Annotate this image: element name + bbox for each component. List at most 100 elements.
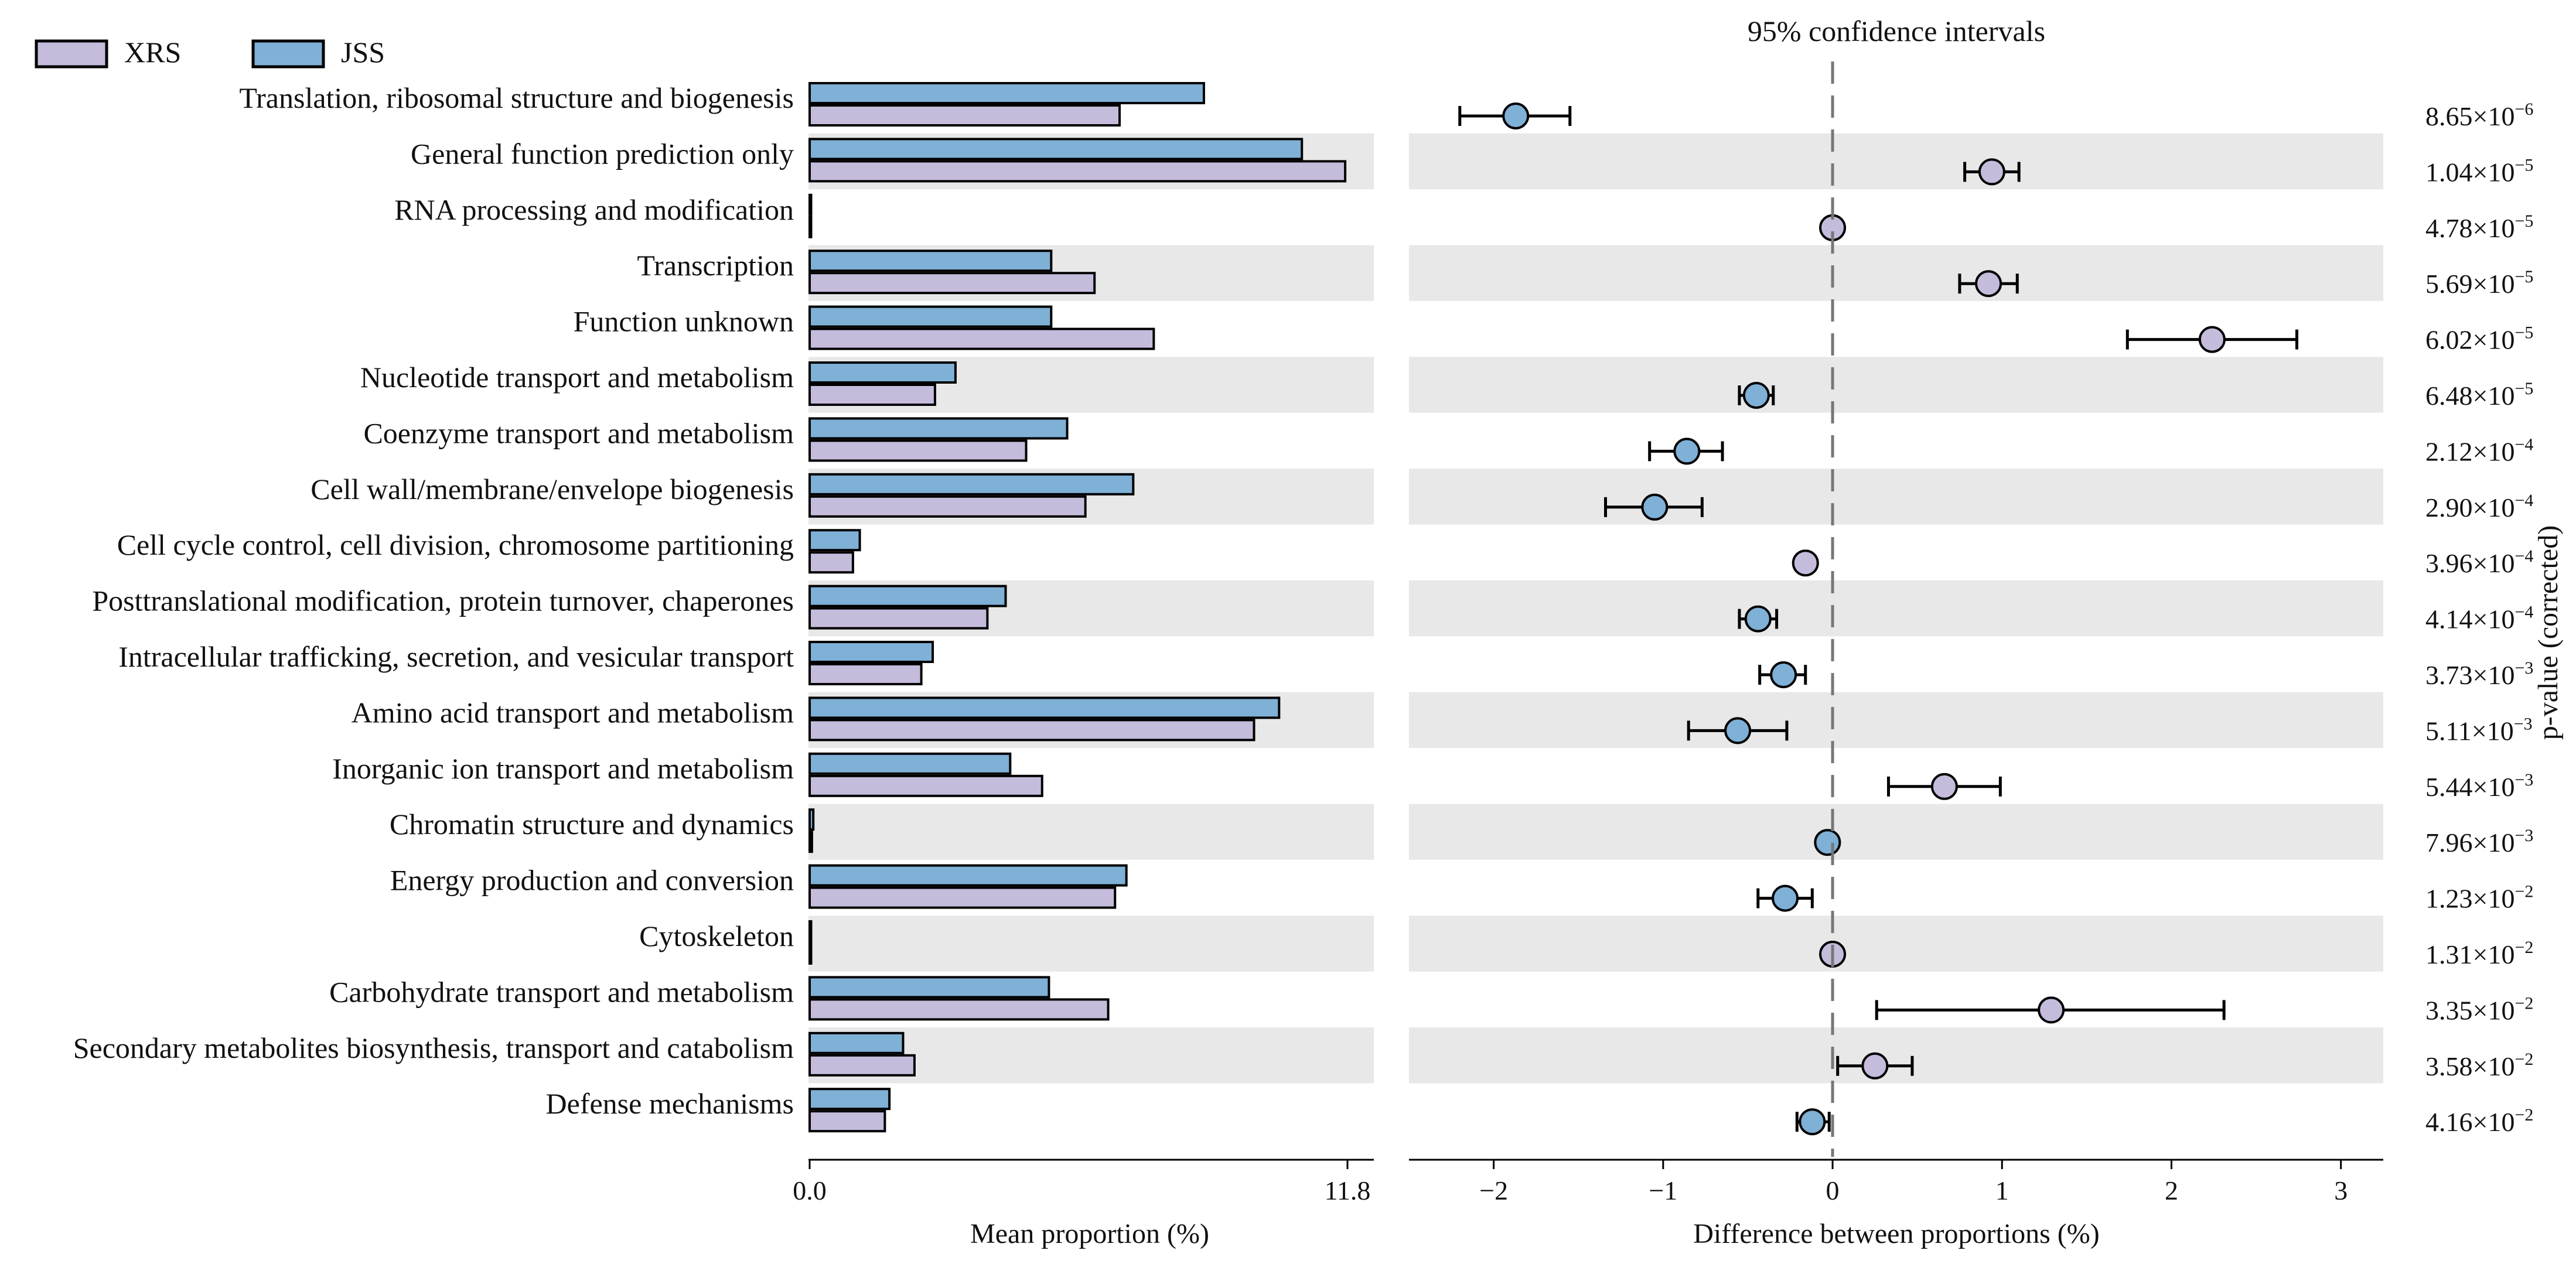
bar-jss [808,417,1069,440]
bar-xrs [808,495,1087,518]
bar-xrs [808,719,1255,742]
bar-xrs [808,1110,886,1133]
bar-xrs [808,327,1155,350]
bar-jss [808,529,861,552]
category-label: Cytoskeleton [639,920,794,952]
diff-tick-label: −1 [1649,1176,1677,1205]
row-stripe-right [1409,357,2383,413]
bar-jss [808,138,1304,160]
category-label: Carbohydrate transport and metabolism [329,975,794,1008]
p-value: 7.96×10−3 [2425,826,2533,858]
difference-point [1744,605,1772,633]
bar-jss [808,641,934,663]
category-label: Secondary metabolites biosynthesis, tran… [73,1031,794,1064]
p-value: 6.48×10−5 [2425,379,2533,411]
bar-jss [808,361,957,384]
p-value-axis-label: p-value (corrected) [2533,525,2564,740]
bar-xrs [808,831,813,853]
difference-point [1772,884,1799,912]
row-stripe-right [1409,133,2383,190]
p-value: 1.31×10−2 [2425,938,2533,969]
p-value: 8.65×10−6 [2425,100,2533,131]
row-stripe-left [808,915,1374,972]
category-label: General function prediction only [411,137,794,170]
p-value: 4.16×10−2 [2425,1105,2533,1137]
category-label: Inorganic ion transport and metabolism [332,752,794,785]
bar-xrs [808,607,989,630]
difference-point [1792,549,1819,577]
row-stripe-right [1409,245,2383,301]
difference-point [1641,493,1669,521]
bar-xrs [808,272,1096,295]
bar-panel-x-axis-title: Mean proportion (%) [970,1218,1209,1249]
p-value: 3.96×10−4 [2425,546,2533,578]
bar-jss [808,752,1012,775]
bar-xrs [808,998,1110,1021]
diff-tick-label: 0 [1826,1176,1840,1205]
p-value: 4.78×10−5 [2425,211,2533,243]
bar-jss [808,473,1135,496]
category-label: Intracellular trafficking, secretion, an… [118,640,794,673]
bar-panel-tick-label-max: 11.8 [1325,1176,1371,1205]
bar-jss [808,808,815,831]
bar-xrs [808,942,813,965]
category-label: RNA processing and modification [394,193,794,226]
row-stripe-right [1409,469,2383,525]
bar-xrs [808,384,936,406]
p-value: 5.44×10−3 [2425,770,2533,802]
bar-xrs [808,663,923,685]
difference-point [1930,773,1958,800]
difference-point [1861,1052,1889,1079]
diff-tick-label: −2 [1479,1176,1508,1205]
bar-jss [808,1088,891,1111]
diff-tick-label: 1 [1995,1176,2009,1205]
bar-jss [808,976,1050,999]
difference-point [2198,326,2226,353]
difference-point [1673,438,1701,465]
category-label: Energy production and conversion [390,864,794,897]
bar-xrs [808,439,1028,462]
row-stripe-right [1409,580,2383,637]
p-value: 4.14×10−4 [2425,603,2533,634]
category-label: Cell cycle control, cell division, chrom… [117,528,794,561]
category-label: Transcription [637,249,794,282]
bar-xrs [808,216,813,238]
row-stripe-right [1409,692,2383,749]
difference-point [2038,996,2065,1024]
ci-panel-title: 95% confidence intervals [1748,15,2045,47]
p-value: 3.58×10−2 [2425,1050,2533,1081]
category-label: Coenzyme transport and metabolism [363,416,794,449]
bar-jss [808,193,813,216]
row-stripe-left [808,804,1374,860]
p-value: 3.73×10−3 [2425,658,2533,690]
mean-proportion-bars [808,82,1347,1133]
bar-xrs [808,886,1117,909]
diff-tick-label: 3 [2334,1176,2348,1205]
bar-jss [808,696,1281,719]
difference-point [1742,382,1770,409]
bar-jss [808,864,1128,887]
bar-xrs [808,160,1347,183]
category-label: Translation, ribosomal structure and bio… [239,81,794,114]
category-label: Defense mechanisms [546,1087,794,1120]
difference-point [1770,661,1797,688]
difference-point [1502,103,1530,129]
p-value: 5.11×10−3 [2425,714,2533,746]
difference-point [1814,829,1841,856]
bar-jss [808,305,1053,328]
difference-markers [1458,103,2298,1136]
bar-jss [808,250,1053,272]
legend-swatch-jss [251,39,325,69]
difference-point [1799,1108,1826,1136]
p-value: 3.35×10−2 [2425,993,2533,1025]
p-value: 2.12×10−4 [2425,435,2533,466]
p-value-column: 8.65×10−6 1.04×10−5 4.78×10−5 5.69×10−5 6.02… [2425,100,2533,1137]
category-label: Amino acid transport and metabolism [352,696,794,729]
p-value: 1.04×10−5 [2425,155,2533,187]
legend-swatch-xrs [35,39,108,69]
difference-point [1975,270,2002,298]
p-value: 5.69×10−5 [2425,267,2533,299]
bar-panel-tick-label-min: 0.0 [793,1176,827,1205]
legend-label-jss: JSS [341,36,385,69]
